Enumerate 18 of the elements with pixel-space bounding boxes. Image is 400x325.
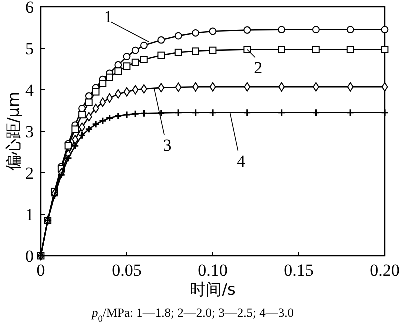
x-tick-label: 0.15: [284, 261, 314, 280]
y-tick-label: 6: [26, 0, 34, 17]
annotation: 4: [236, 152, 246, 171]
y-tick-label: 1: [26, 206, 34, 224]
annotation: 1: [104, 7, 113, 26]
annotation: 3: [163, 136, 172, 156]
annotation: 2: [254, 58, 263, 78]
y-tick-label: 2: [26, 164, 34, 183]
y-tick-label: 3: [26, 122, 34, 142]
y-tick-label: 5: [26, 40, 34, 58]
y-tick-label: 4: [26, 81, 34, 100]
text: p$_{0}$/MPa: 1—1.8; 2—2.0; 3—2.5; 4—3.0: [91, 306, 294, 325]
x-tick-label: 0.20: [370, 261, 400, 280]
x-axis-title: 时间/s: [190, 280, 236, 299]
y-tick-label: 0: [26, 247, 34, 266]
y-axis-title: 偏心距/μm: [4, 92, 23, 172]
x-tick-label: 0.10: [198, 261, 228, 280]
x-tick-label: 0.05: [112, 261, 142, 280]
